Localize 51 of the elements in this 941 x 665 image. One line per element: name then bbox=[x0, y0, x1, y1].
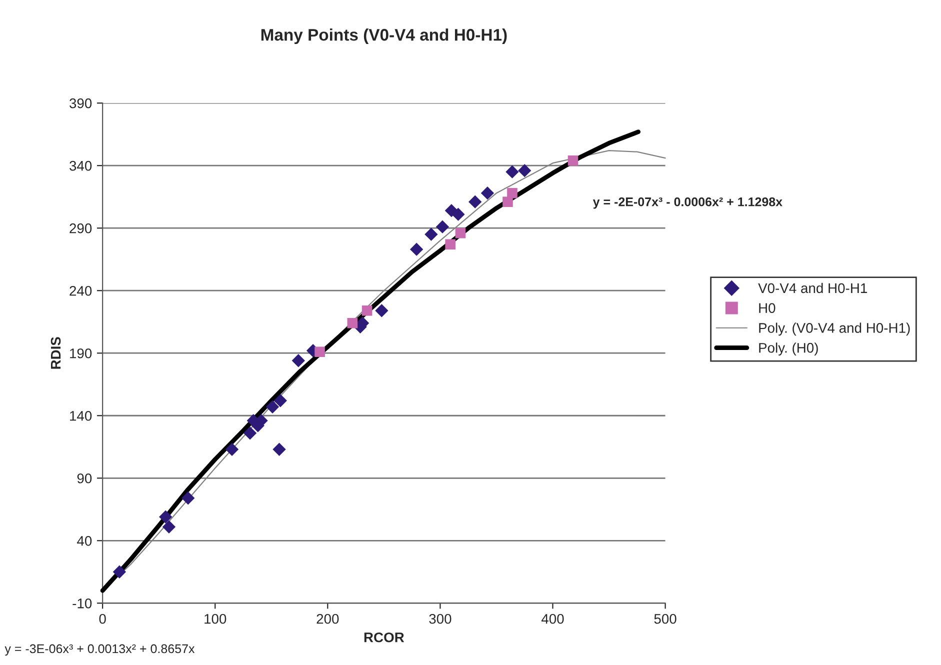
point bbox=[274, 394, 287, 408]
point bbox=[507, 188, 518, 198]
point bbox=[455, 228, 466, 238]
point bbox=[266, 400, 280, 414]
point bbox=[243, 426, 257, 440]
point bbox=[410, 242, 424, 256]
x-tick-label: 200 bbox=[316, 614, 339, 624]
y-tick-label: -10 bbox=[72, 598, 92, 608]
point bbox=[445, 239, 456, 250]
x-tick-label: 400 bbox=[541, 614, 564, 624]
x-tick-label: 100 bbox=[204, 614, 226, 624]
legend-label: H0 bbox=[759, 303, 776, 313]
legend-label: Poly. (V0-V4 and H0-H1) bbox=[759, 322, 910, 336]
point bbox=[225, 442, 239, 456]
point bbox=[162, 520, 176, 534]
legend-label: Poly. (H0) bbox=[759, 342, 818, 356]
y-tick-label: 190 bbox=[70, 348, 92, 358]
point bbox=[362, 305, 372, 316]
y-tick-label: 340 bbox=[70, 160, 92, 171]
y-tick-label: 140 bbox=[70, 410, 92, 421]
point bbox=[506, 165, 519, 178]
point bbox=[468, 195, 482, 208]
x-axis-title: RCOR bbox=[364, 632, 404, 642]
point bbox=[159, 510, 172, 524]
y-tick-label: 90 bbox=[77, 473, 92, 484]
x-tick-label: 500 bbox=[654, 614, 676, 624]
y-tick-label: 40 bbox=[77, 536, 92, 546]
point bbox=[375, 304, 388, 318]
point bbox=[452, 208, 465, 221]
point bbox=[314, 346, 325, 358]
x-tick-label: 300 bbox=[429, 614, 452, 624]
point bbox=[502, 196, 513, 207]
point bbox=[182, 492, 195, 505]
annotation: y = -2E-07x³ - 0.0006x² + 1.1298x bbox=[592, 197, 782, 209]
x-tick-label: 0 bbox=[99, 614, 106, 624]
legend-label: V0-V4 and H0-H1 bbox=[758, 282, 867, 294]
point bbox=[292, 354, 305, 368]
text: y = -3E-06x³ + 0.0013x² + 0.8657x bbox=[4, 644, 195, 656]
point bbox=[480, 186, 494, 200]
y-tick-label: 390 bbox=[70, 98, 92, 108]
y-tick-label: 290 bbox=[70, 223, 92, 234]
point bbox=[568, 155, 578, 166]
chart-title: Many Points (V0-V4 and H0-H1) bbox=[261, 28, 507, 44]
point bbox=[347, 318, 358, 328]
point bbox=[112, 565, 126, 578]
point bbox=[424, 228, 438, 241]
point bbox=[272, 442, 286, 456]
point bbox=[436, 220, 450, 234]
y-axis-title: RDIS bbox=[50, 337, 61, 369]
point bbox=[518, 164, 532, 178]
y-tick-label: 240 bbox=[70, 286, 92, 296]
